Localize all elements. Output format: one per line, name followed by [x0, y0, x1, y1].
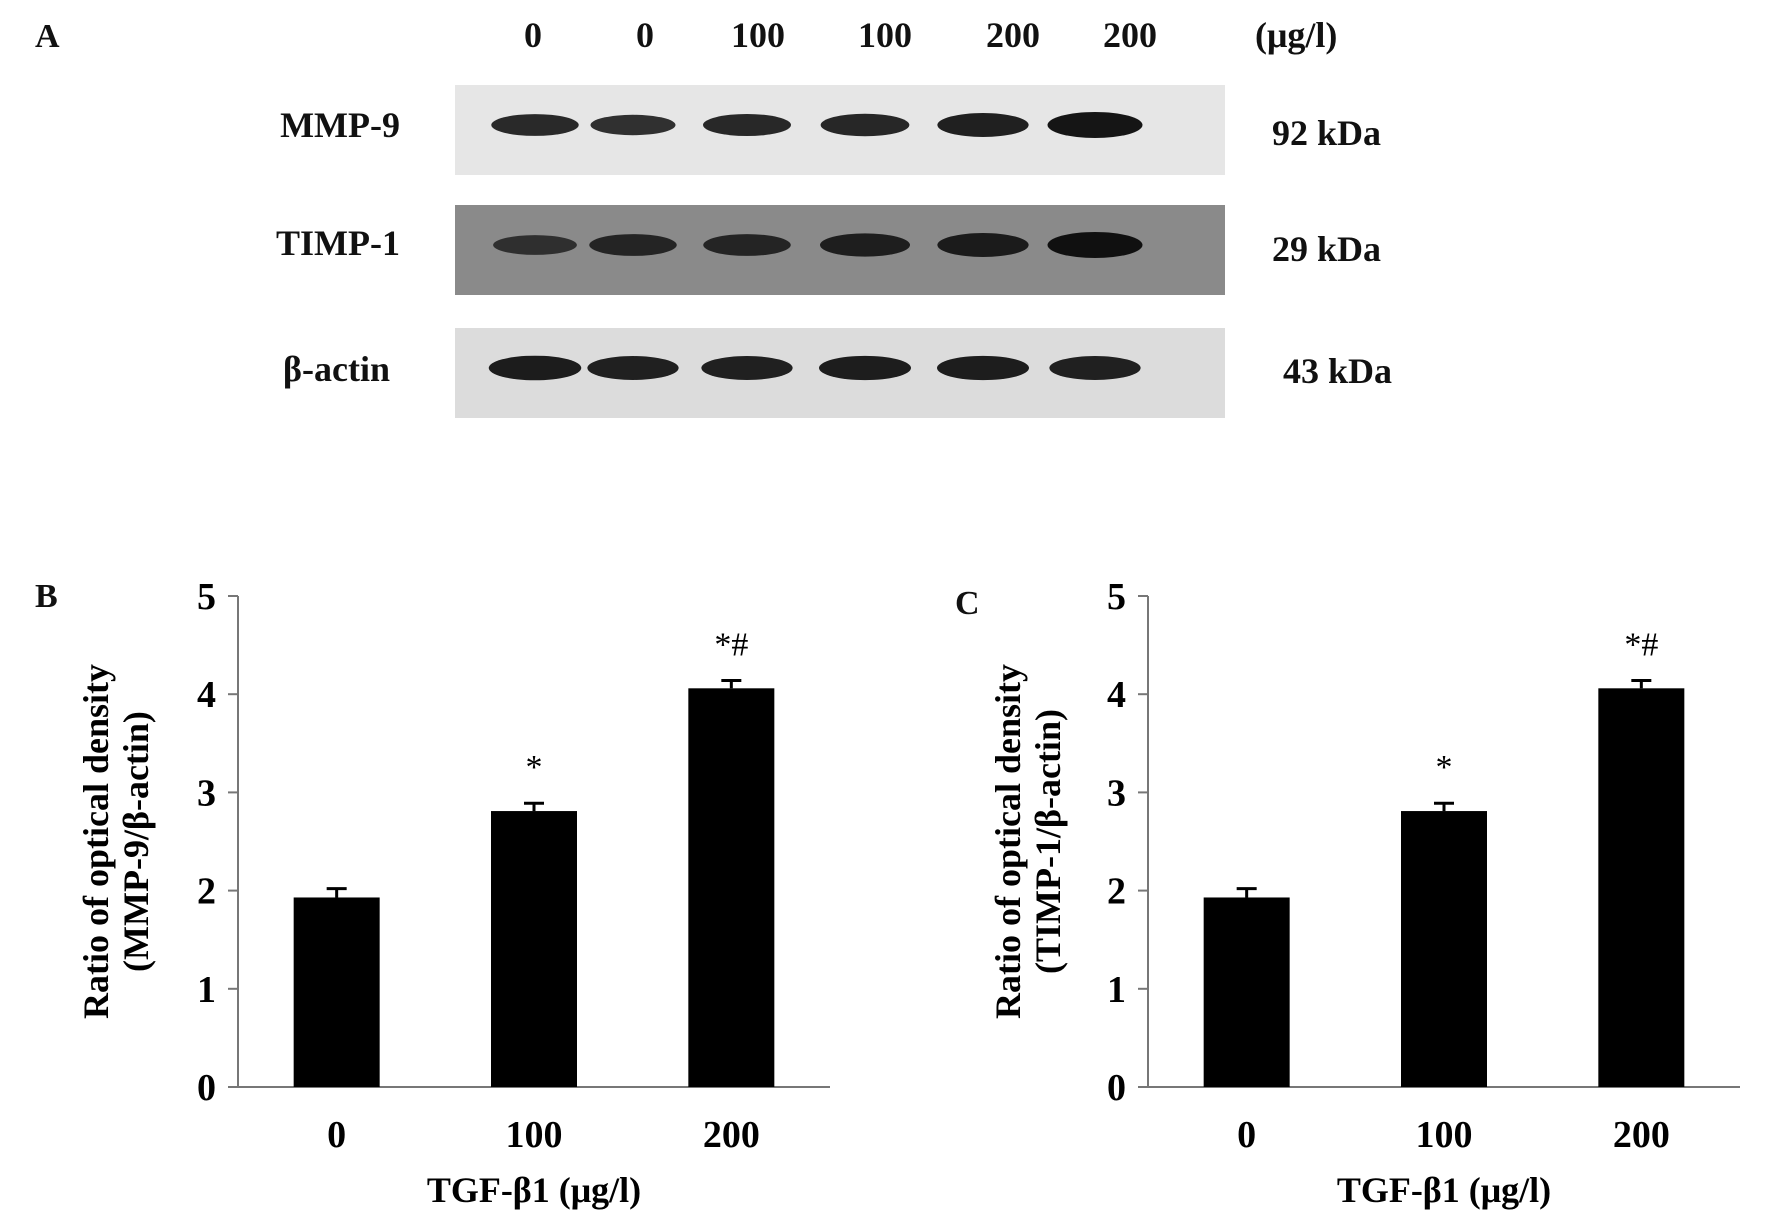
y-tick-label: 1	[197, 969, 216, 1011]
x-tick-label: 0	[327, 1114, 346, 1156]
bar	[1401, 811, 1487, 1087]
lane-label: 0	[636, 15, 654, 55]
blot-strip-mmp9	[455, 85, 1225, 175]
chart-c-svg: 0 1 2 3 4 5 0 * 100 *# 200 TGF-β1 (μg/l) Ratio of op…	[988, 576, 1740, 1210]
blot-band	[1047, 232, 1143, 258]
bar	[1203, 897, 1290, 1087]
bar	[688, 688, 775, 1087]
significance-mark: *#	[1624, 626, 1658, 663]
y-tick-label: 5	[197, 576, 216, 618]
lane-label: 200	[1103, 15, 1157, 55]
y-tick-label: 4	[197, 674, 216, 716]
blot-band	[701, 356, 793, 380]
x-tick-label: 100	[1416, 1114, 1473, 1156]
x-tick-label: 200	[703, 1114, 760, 1156]
panel-c-letter: C	[955, 585, 980, 622]
blot-band	[587, 356, 679, 380]
protein-label-timp1: TIMP-1	[276, 223, 400, 263]
y-axis-title: Ratio of optical density	[988, 664, 1028, 1019]
blot-band	[937, 233, 1029, 257]
bar	[491, 811, 577, 1087]
y-tick-label: 5	[1107, 576, 1126, 618]
y-tick-label: 2	[197, 871, 216, 913]
chart-c: 0 1 2 3 4 5 0 * 100 *# 200 TGF-β1 (μg/l) Ratio of op…	[900, 560, 1772, 1215]
x-tick-label: 100	[506, 1114, 563, 1156]
bar	[1598, 688, 1685, 1087]
blot-band	[820, 113, 910, 137]
significance-mark: *	[1436, 749, 1453, 786]
blot-band	[703, 234, 791, 256]
blot-band	[590, 114, 676, 136]
kda-label-actin: 43 kDa	[1283, 351, 1393, 391]
protein-label-actin: β-actin	[283, 349, 390, 389]
blot-band	[491, 114, 579, 136]
blot-band	[819, 355, 911, 381]
blot-band	[937, 355, 1029, 381]
kda-label-mmp9: 92 kDa	[1272, 113, 1382, 153]
blot-band	[820, 233, 910, 257]
y-tick-label: 4	[1107, 674, 1126, 716]
x-tick-label: 0	[1237, 1114, 1256, 1156]
blot-band	[589, 234, 677, 256]
blot-image	[455, 85, 1225, 175]
chart-b-svg: 0 1 2 3 4 5 0 * 100 *# 200 TGF-β1 (μg/l) Ratio of op…	[76, 576, 830, 1210]
x-axis-title: TGF-β1 (μg/l)	[1337, 1170, 1551, 1210]
blot-band	[488, 355, 582, 381]
blot-band	[1049, 356, 1141, 380]
kda-label-timp1: 29 kDa	[1272, 229, 1382, 269]
y-axis-title: (TIMP-1/β-actin)	[1028, 709, 1068, 974]
protein-label-mmp9: MMP-9	[280, 105, 400, 145]
blot-band	[703, 113, 791, 137]
blot-band	[1047, 112, 1143, 138]
y-axis-title: Ratio of optical density	[76, 664, 116, 1019]
blot-band	[937, 113, 1029, 137]
y-tick-label: 2	[1107, 871, 1126, 913]
y-tick-label: 0	[1107, 1067, 1126, 1109]
blot-band	[493, 235, 577, 255]
blot-strip-timp1	[455, 205, 1225, 295]
lane-label: 200	[986, 15, 1040, 55]
blot-image	[455, 205, 1225, 295]
y-axis-title: (MMP-9/β-actin)	[116, 711, 156, 972]
y-tick-label: 3	[1107, 772, 1126, 814]
unit-label: (μg/l)	[1255, 15, 1338, 55]
panel-a-letter: A	[35, 18, 60, 55]
y-tick-label: 1	[1107, 969, 1126, 1011]
lane-label: 0	[524, 15, 542, 55]
x-axis-title: TGF-β1 (μg/l)	[427, 1170, 641, 1210]
panel-b-letter: B	[35, 578, 58, 615]
lane-label: 100	[858, 15, 912, 55]
bar	[293, 897, 380, 1087]
blot-image	[455, 328, 1225, 418]
significance-mark: *#	[714, 626, 748, 663]
significance-mark: *	[526, 749, 543, 786]
y-tick-label: 3	[197, 772, 216, 814]
y-tick-label: 0	[197, 1067, 216, 1109]
blot-strip-actin	[455, 328, 1225, 418]
chart-b: 0 1 2 3 4 5 0 * 100 *# 200 TGF-β1 (μg/l) Ratio of op…	[0, 560, 880, 1215]
lane-label: 100	[731, 15, 785, 55]
x-tick-label: 200	[1613, 1114, 1670, 1156]
